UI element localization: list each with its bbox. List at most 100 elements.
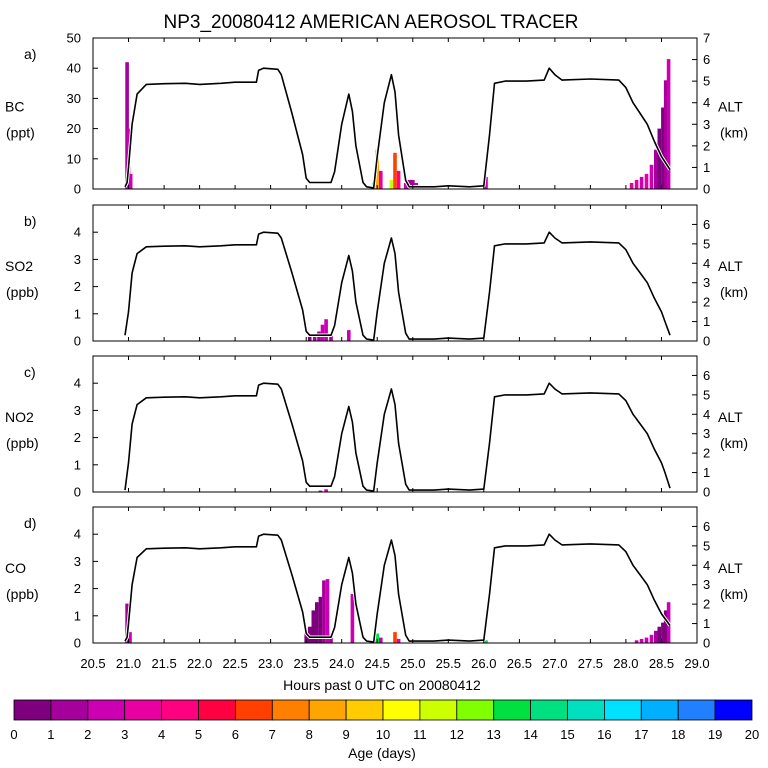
altitude-line-0: [124, 67, 671, 189]
bar-3-23: [663, 610, 668, 643]
y-axis-unit: (ppt): [6, 125, 35, 141]
bar-0-7: [393, 152, 397, 189]
chart-title: NP3_20080412 AMERICAN AEROSOL TRACER: [163, 12, 578, 33]
bar-1-0: [307, 336, 312, 341]
colorbar-swatch: [198, 699, 236, 721]
alt-tick-label: 5: [703, 387, 710, 402]
bar-0-23: [666, 59, 671, 189]
alt-tick-label: 5: [703, 74, 710, 89]
colorbar-swatch: [677, 699, 716, 721]
colorbar-swatch: [382, 699, 421, 721]
x-tick-label: 28.0: [613, 656, 638, 671]
colorbar-swatch: [640, 699, 679, 721]
panel-letter: c): [24, 364, 36, 380]
colorbar-tick-label: 14: [523, 727, 537, 742]
y-tick-label: 0: [74, 334, 81, 349]
alt-tick-label: 2: [703, 597, 710, 612]
y-axis-unit: (ppb): [6, 435, 39, 451]
bar-3-12: [379, 637, 383, 643]
panel-1: 0 1 2 3 4 0 1 2 3 4 5 6 b) SO2 (ppb) ALT (km): [5, 204, 748, 349]
panels: 0102030405001234567a)BC(ppt)ALT(km)01234…: [5, 31, 748, 651]
alt-tick-label: 6: [703, 519, 710, 534]
colorbar-tick-label: 13: [486, 727, 500, 742]
bar-3-20: [654, 630, 658, 643]
alt-tick-label: 3: [703, 117, 710, 132]
bar-1-5: [329, 335, 333, 341]
bar-0-21: [661, 107, 665, 189]
y-tick-label: 2: [74, 279, 81, 294]
colorbar-swatch: [161, 699, 199, 721]
x-tick-labels: 20.5 21.0 21.5 22.0 22.5 23.0 23.5 24.0 24.5 25.0…: [80, 656, 709, 671]
colorbar-tick-label: 6: [232, 727, 239, 742]
bar-3-17: [639, 638, 644, 643]
y-tick-label: 2: [74, 581, 81, 596]
bar-3-14: [396, 638, 401, 643]
x-tick-label: 20.5: [80, 656, 105, 671]
x-tick-label: 26.0: [471, 656, 496, 671]
x-tick-label: 21.5: [151, 656, 176, 671]
bar-1-3: [320, 324, 325, 341]
alt-axis-label: ALT: [718, 99, 743, 115]
colorbar-swatch: [419, 699, 458, 721]
alt-tick-label: 2: [703, 295, 710, 310]
bar-3-8: [325, 579, 330, 643]
colorbar-tick-label: 10: [376, 727, 390, 742]
alt-tick-label: 2: [703, 446, 710, 461]
x-tick-label: 23.5: [294, 656, 319, 671]
panel-letter: d): [24, 515, 36, 531]
bar-0-13: [484, 176, 488, 189]
bar-3-18: [644, 637, 649, 643]
bar-1-1: [312, 335, 317, 341]
altitude-line-2: [124, 382, 671, 492]
y-axis-label: SO2: [5, 258, 33, 274]
bar-0-0: [125, 62, 129, 190]
colorbar-swatch: [493, 699, 532, 721]
y-axis-label: CO: [5, 560, 26, 576]
y-tick-label: 1: [74, 457, 81, 472]
alt-tick-label: 4: [703, 558, 710, 573]
colorbar-swatch: [271, 699, 310, 721]
bar-3-13: [393, 632, 397, 643]
panel-letter: a): [24, 46, 36, 62]
alt-tick-label: 6: [703, 217, 710, 232]
bar-0-22: [663, 80, 668, 189]
x-tick-label: 22.5: [222, 656, 247, 671]
bar-0-20: [657, 128, 662, 189]
colorbar: 0 1 2 3 4 5 6 7 8 9 10 11 12 13 14 15 16 17 18 19 20: [10, 699, 759, 742]
alt-axis-unit: (km): [720, 125, 748, 141]
x-tick-label: 27.0: [542, 656, 567, 671]
altitude-line-3: [124, 533, 671, 643]
alt-tick-label: 1: [703, 314, 710, 329]
bar-0-8: [396, 170, 401, 189]
bar-3-10: [350, 594, 355, 643]
colorbar-tick-label: 20: [745, 727, 759, 742]
bar-0-18: [649, 164, 654, 189]
alt-tick-label: 3: [703, 275, 710, 290]
x-tick-label: 27.5: [578, 656, 603, 671]
x-tick-label: 26.5: [507, 656, 532, 671]
bar-3-7: [322, 580, 326, 643]
colorbar-tick-label: 9: [342, 727, 349, 742]
x-tick-label: 21.0: [116, 656, 141, 671]
colorbar-tick-label: 15: [560, 727, 574, 742]
colorbar-swatch: [308, 699, 347, 721]
panel-2: 0 1 2 3 4 0 1 2 3 4 5 6 c) NO2 (ppb) ALT (km): [5, 355, 748, 500]
bar-0-15: [634, 179, 639, 189]
bar-0-5: [379, 170, 383, 189]
bar-0-6: [389, 179, 394, 189]
y-tick-label: 1: [74, 306, 81, 321]
colorbar-swatch: [456, 699, 495, 721]
colorbar-tick-label: 5: [195, 727, 202, 742]
alt-tick-label: 1: [703, 616, 710, 631]
bar-1-6: [347, 330, 351, 341]
bar-3-1: [128, 632, 132, 643]
bar-0-11: [411, 179, 415, 189]
colorbar-tick-label: 3: [121, 727, 128, 742]
bar-3-19: [649, 634, 654, 643]
bar-0-14: [629, 183, 634, 189]
alt-tick-label: 0: [703, 636, 710, 651]
x-tick-label: 23.0: [258, 656, 283, 671]
y-tick-label: 20: [67, 121, 81, 136]
alt-tick-label: 6: [703, 52, 710, 67]
